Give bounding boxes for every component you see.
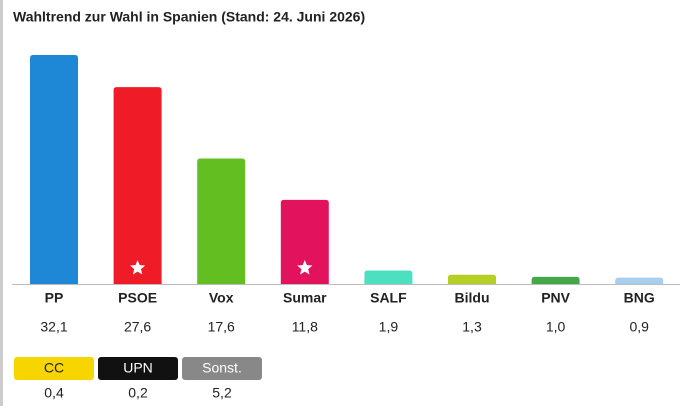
value-label: 27,6 — [124, 319, 151, 335]
star-icon — [297, 260, 313, 275]
bar — [197, 158, 246, 284]
value-label: 0,4 — [44, 385, 64, 401]
value-label: 0,2 — [128, 385, 148, 401]
bar — [280, 199, 329, 284]
value-label: 1,0 — [546, 319, 566, 335]
badge-label: UPN — [123, 360, 153, 376]
value-label: 32,1 — [40, 319, 67, 335]
value-label: 5,2 — [212, 385, 232, 401]
category-label: PP — [45, 290, 64, 306]
category-label: PSOE — [118, 290, 157, 306]
category-label: BNG — [624, 290, 655, 306]
value-label: 1,3 — [462, 319, 482, 335]
value-label: 17,6 — [208, 319, 235, 335]
party-badge — [182, 357, 262, 380]
value-label: 1,9 — [379, 319, 399, 335]
bar — [448, 274, 496, 284]
badge-label: Sonst. — [202, 360, 242, 376]
star-icon — [130, 260, 146, 275]
party-badge — [14, 357, 94, 380]
category-label: PNV — [541, 290, 570, 306]
value-label: 11,8 — [292, 319, 318, 335]
chart-title: Wahltrend zur Wahl in Spanien (Stand: 24… — [13, 9, 365, 25]
badge-label: CC — [44, 360, 64, 376]
value-label: 0,9 — [629, 319, 649, 335]
category-label: SALF — [370, 290, 407, 306]
bar — [113, 87, 162, 284]
category-label: Sumar — [283, 290, 327, 306]
bar — [30, 55, 78, 284]
bar — [531, 276, 580, 284]
category-label: Bildu — [455, 290, 490, 306]
category-label: Vox — [209, 290, 234, 306]
party-badge — [98, 357, 178, 380]
bar — [364, 270, 413, 284]
bar — [615, 277, 664, 284]
